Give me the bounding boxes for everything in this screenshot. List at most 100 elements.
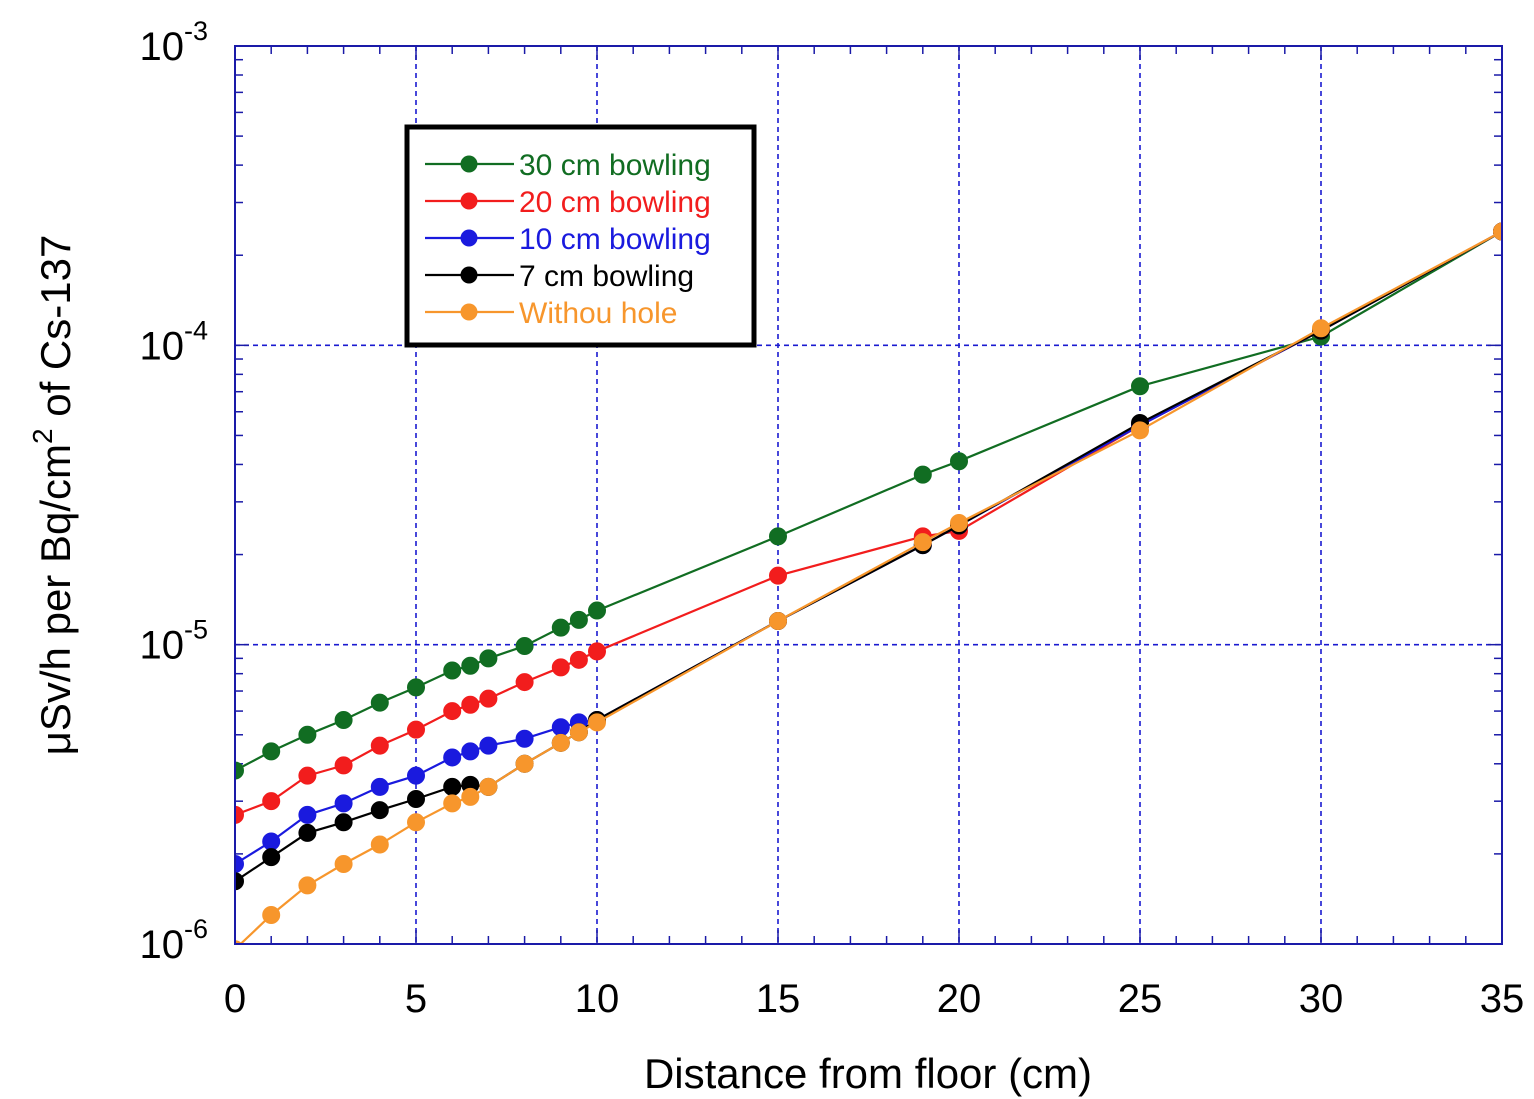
data-point	[334, 711, 353, 730]
legend-label: 30 cm bowling	[519, 149, 711, 182]
x-tick-label: 25	[1118, 977, 1163, 1021]
data-point	[443, 748, 462, 767]
x-tick-labels: 0 5 10 15 20 25 30 35	[224, 977, 1524, 1021]
data-point	[262, 905, 281, 924]
data-point	[515, 729, 534, 748]
legend-marker	[460, 266, 478, 284]
data-point	[569, 650, 588, 669]
data-point	[262, 792, 281, 811]
x-tick-label: 30	[1299, 977, 1344, 1021]
y-tick-label: 10-4	[139, 315, 208, 368]
series-layer	[235, 222, 1502, 944]
data-point	[551, 618, 570, 637]
legend-marker	[460, 303, 478, 321]
data-point	[515, 636, 534, 655]
data-point	[461, 656, 480, 675]
series-0	[235, 222, 1502, 780]
data-point	[769, 566, 787, 585]
x-tick-label: 10	[575, 977, 620, 1021]
data-point	[298, 823, 317, 842]
data-point	[334, 756, 353, 775]
data-point	[1493, 222, 1502, 241]
x-tick-label: 5	[405, 977, 427, 1021]
x-tick-label: 20	[937, 977, 982, 1021]
data-point	[479, 736, 498, 755]
data-point	[407, 766, 425, 785]
data-point	[407, 790, 425, 809]
y-tick-labels: 10-6 10-5 10-4 10-3	[139, 16, 208, 967]
data-point	[551, 733, 570, 752]
y-axis-label-superscript: 2	[27, 428, 58, 444]
legend-label: 10 cm bowling	[519, 223, 711, 256]
data-point	[769, 611, 787, 630]
x-tick-label: 0	[224, 977, 246, 1021]
data-point	[298, 805, 317, 824]
data-point	[913, 533, 932, 552]
data-point	[407, 720, 425, 739]
plot-frame	[234, 45, 1503, 945]
data-point	[298, 766, 317, 785]
data-point	[950, 452, 968, 471]
data-point	[262, 832, 281, 851]
x-tick-label: 35	[1480, 977, 1525, 1021]
legend-marker	[460, 229, 478, 247]
data-point	[334, 813, 353, 832]
legend-marker	[460, 155, 478, 173]
data-point	[551, 718, 570, 737]
legend-label: Withou hole	[519, 297, 677, 330]
legend-label: 20 cm bowling	[519, 186, 711, 219]
data-point	[461, 742, 480, 761]
data-point	[461, 787, 480, 806]
data-point	[588, 713, 606, 732]
y-tick-label: 10-3	[139, 16, 208, 69]
data-point	[443, 777, 462, 796]
series-4	[235, 222, 1502, 944]
data-point	[913, 465, 932, 484]
data-point	[298, 725, 317, 744]
data-point	[1131, 421, 1149, 440]
x-axis-label: Distance from floor (cm)	[644, 1050, 1092, 1097]
data-point	[370, 693, 389, 712]
data-point	[235, 805, 244, 824]
data-point	[443, 794, 462, 813]
data-point	[1131, 377, 1149, 396]
data-point	[479, 777, 498, 796]
data-point	[515, 673, 534, 692]
data-point	[235, 872, 244, 891]
data-point	[235, 855, 244, 874]
data-point	[443, 661, 462, 680]
data-point	[407, 678, 425, 697]
data-point	[370, 801, 389, 820]
data-point	[588, 601, 606, 620]
data-point	[370, 835, 389, 854]
data-point	[298, 876, 317, 895]
y-axis-label-main: μSv/h per Bq/cm	[32, 444, 79, 755]
y-axis-label-tail: of Cs-137	[32, 235, 79, 429]
data-point	[334, 855, 353, 874]
data-point	[461, 695, 480, 714]
data-point	[551, 658, 570, 677]
data-point	[588, 642, 606, 661]
data-point	[407, 813, 425, 832]
data-point	[515, 754, 534, 773]
y-tick-label: 10-6	[139, 914, 208, 967]
data-point	[950, 513, 968, 532]
data-point	[370, 777, 389, 796]
data-point	[262, 848, 281, 867]
legend-marker	[460, 192, 478, 210]
data-point	[569, 723, 588, 742]
data-point	[370, 736, 389, 755]
x-tick-label: 15	[756, 977, 801, 1021]
data-point	[235, 761, 244, 780]
legend: 30 cm bowling 20 cm bowling 10 cm bowling 7…	[404, 124, 757, 348]
data-point	[569, 610, 588, 629]
data-point	[1312, 319, 1330, 338]
data-point	[443, 702, 462, 721]
data-point	[334, 794, 353, 813]
data-point	[769, 527, 787, 546]
data-point	[479, 649, 498, 668]
data-point	[479, 689, 498, 708]
legend-label: 7 cm bowling	[519, 260, 694, 293]
y-axis-label: μSv/h per Bq/cm2 of Cs-137	[27, 235, 79, 756]
